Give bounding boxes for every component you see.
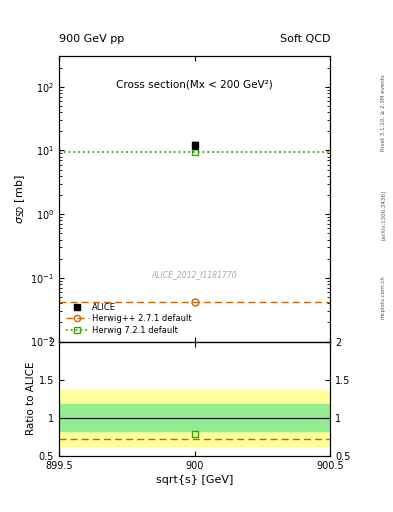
Text: mcplots.cern.ch: mcplots.cern.ch	[381, 275, 386, 319]
Text: Rivet 3.1.10, ≥ 2.3M events: Rivet 3.1.10, ≥ 2.3M events	[381, 74, 386, 151]
Legend: ALICE, Herwig++ 2.7.1 default, Herwig 7.2.1 default: ALICE, Herwig++ 2.7.1 default, Herwig 7.…	[63, 301, 195, 337]
Text: Cross section(Mx < 200 GeV²): Cross section(Mx < 200 GeV²)	[116, 79, 273, 89]
Bar	[59, 390, 330, 446]
Text: [arXiv:1306.3436]: [arXiv:1306.3436]	[381, 190, 386, 240]
Bar	[59, 404, 330, 431]
Text: ALICE_2012_I1181770: ALICE_2012_I1181770	[152, 270, 237, 279]
Text: 900 GeV pp: 900 GeV pp	[59, 33, 124, 44]
Text: Soft QCD: Soft QCD	[280, 33, 330, 44]
X-axis label: sqrt{s} [GeV]: sqrt{s} [GeV]	[156, 475, 233, 485]
Y-axis label: Ratio to ALICE: Ratio to ALICE	[26, 362, 36, 435]
Y-axis label: $\sigma_{SD}$ [mb]: $\sigma_{SD}$ [mb]	[14, 174, 28, 224]
